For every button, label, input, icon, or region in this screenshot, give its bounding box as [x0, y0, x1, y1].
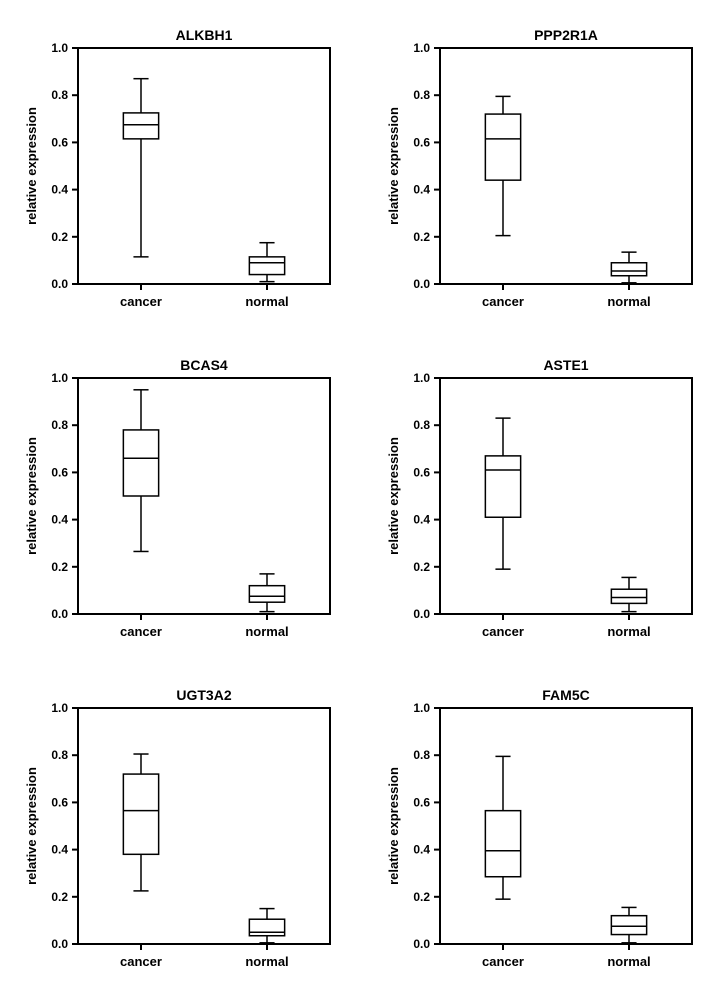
- svg-text:0.0: 0.0: [51, 937, 68, 951]
- svg-text:relative expression: relative expression: [24, 437, 39, 555]
- svg-text:cancer: cancer: [120, 624, 162, 639]
- svg-text:0.0: 0.0: [413, 937, 430, 951]
- svg-text:UGT3A2: UGT3A2: [176, 687, 231, 703]
- svg-text:0.2: 0.2: [51, 560, 68, 574]
- svg-text:normal: normal: [607, 624, 650, 639]
- svg-text:cancer: cancer: [120, 294, 162, 309]
- svg-text:0.2: 0.2: [413, 560, 430, 574]
- svg-text:normal: normal: [607, 294, 650, 309]
- svg-text:0.0: 0.0: [413, 607, 430, 621]
- svg-text:0.6: 0.6: [51, 465, 68, 479]
- svg-text:0.0: 0.0: [51, 607, 68, 621]
- svg-text:0.8: 0.8: [413, 88, 430, 102]
- svg-text:0.8: 0.8: [51, 748, 68, 762]
- svg-text:1.0: 1.0: [51, 701, 68, 715]
- svg-text:relative expression: relative expression: [386, 107, 401, 225]
- svg-text:0.8: 0.8: [51, 88, 68, 102]
- svg-text:PPP2R1A: PPP2R1A: [534, 27, 598, 43]
- svg-text:0.4: 0.4: [413, 513, 430, 527]
- svg-text:ASTE1: ASTE1: [543, 357, 588, 373]
- svg-text:0.4: 0.4: [413, 843, 430, 857]
- svg-text:relative expression: relative expression: [386, 767, 401, 885]
- svg-text:relative expression: relative expression: [386, 437, 401, 555]
- boxplot-panel: 0.0 0.2 0.4 0.6 0.8 1.0 relative expression FAM…: [382, 680, 704, 980]
- svg-text:0.2: 0.2: [413, 230, 430, 244]
- svg-text:0.2: 0.2: [413, 890, 430, 904]
- svg-text:cancer: cancer: [482, 294, 524, 309]
- svg-text:0.4: 0.4: [51, 843, 68, 857]
- svg-text:1.0: 1.0: [51, 41, 68, 55]
- svg-text:normal: normal: [245, 624, 288, 639]
- svg-text:0.6: 0.6: [51, 795, 68, 809]
- svg-text:0.4: 0.4: [51, 513, 68, 527]
- boxplot-panel: 0.0 0.2 0.4 0.6 0.8 1.0 relative expression AST…: [382, 350, 704, 650]
- svg-text:normal: normal: [245, 954, 288, 969]
- boxplot-panel: 0.0 0.2 0.4 0.6 0.8 1.0 relative expression ALK…: [20, 20, 342, 320]
- svg-text:0.6: 0.6: [51, 135, 68, 149]
- svg-text:FAM5C: FAM5C: [542, 687, 589, 703]
- svg-text:0.2: 0.2: [51, 230, 68, 244]
- svg-text:normal: normal: [607, 954, 650, 969]
- svg-text:0.8: 0.8: [51, 418, 68, 432]
- svg-text:relative expression: relative expression: [24, 767, 39, 885]
- svg-text:ALKBH1: ALKBH1: [176, 27, 233, 43]
- svg-text:0.6: 0.6: [413, 465, 430, 479]
- boxplot-panel: 0.0 0.2 0.4 0.6 0.8 1.0 relative expression BCA…: [20, 350, 342, 650]
- boxplot-panel: 0.0 0.2 0.4 0.6 0.8 1.0 relative expression PPP…: [382, 20, 704, 320]
- svg-text:0.8: 0.8: [413, 418, 430, 432]
- svg-text:0.0: 0.0: [413, 277, 430, 291]
- svg-text:BCAS4: BCAS4: [180, 357, 228, 373]
- svg-text:0.8: 0.8: [413, 748, 430, 762]
- svg-text:relative expression: relative expression: [24, 107, 39, 225]
- svg-text:0.2: 0.2: [51, 890, 68, 904]
- svg-text:1.0: 1.0: [413, 41, 430, 55]
- svg-text:1.0: 1.0: [51, 371, 68, 385]
- svg-text:0.0: 0.0: [51, 277, 68, 291]
- svg-text:0.4: 0.4: [51, 183, 68, 197]
- boxplot-panel: 0.0 0.2 0.4 0.6 0.8 1.0 relative expression UGT…: [20, 680, 342, 980]
- svg-text:normal: normal: [245, 294, 288, 309]
- svg-text:1.0: 1.0: [413, 701, 430, 715]
- chart-grid: 0.0 0.2 0.4 0.6 0.8 1.0 relative expression ALK…: [20, 20, 703, 980]
- svg-text:cancer: cancer: [482, 954, 524, 969]
- svg-text:cancer: cancer: [482, 624, 524, 639]
- svg-text:0.4: 0.4: [413, 183, 430, 197]
- svg-text:cancer: cancer: [120, 954, 162, 969]
- svg-text:0.6: 0.6: [413, 135, 430, 149]
- svg-text:1.0: 1.0: [413, 371, 430, 385]
- svg-text:0.6: 0.6: [413, 795, 430, 809]
